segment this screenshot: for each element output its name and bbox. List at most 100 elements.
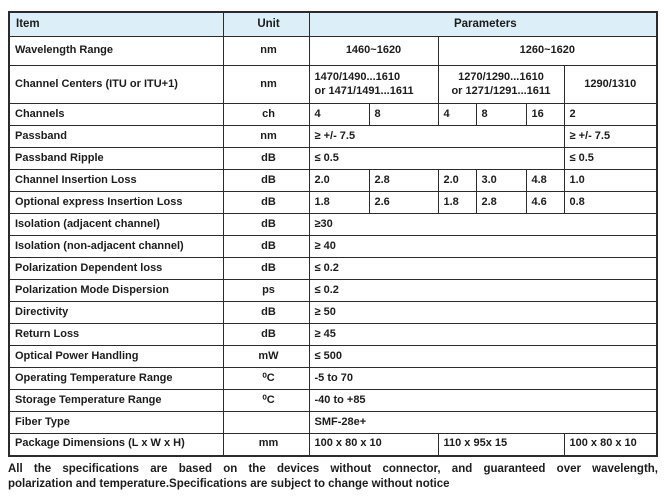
item-cell: Package Dimensions (L x W x H) — [8, 433, 224, 456]
value-cell: 1.0 — [563, 169, 658, 192]
value-cell: SMF-28e+ — [308, 411, 658, 434]
item-cell: Optical Power Handling — [8, 345, 224, 368]
unit-cell: dB — [222, 301, 310, 324]
specifications-table: Item Unit Parameters Wavelength Range nm 1… — [8, 11, 659, 457]
item-cell: Directivity — [8, 301, 224, 324]
value-cell: ≥30 — [308, 213, 658, 236]
table-row: Passband Ripple dB ≤ 0.5 ≤ 0.5 — [8, 147, 658, 170]
table-row: Passband nm ≥ +/- 7.5 ≥ +/- 7.5 — [8, 125, 658, 148]
footnote-line-2: polarization and temperature.Specificati… — [8, 478, 450, 490]
value-cell: 1.8 — [437, 191, 477, 214]
item-cell: Channels — [8, 103, 224, 126]
table-row: Channels ch 4 8 4 8 16 2 — [8, 103, 658, 126]
unit-cell: dB — [222, 235, 310, 258]
item-cell: Fiber Type — [8, 411, 224, 434]
unit-cell: ps — [222, 279, 310, 302]
unit-cell: dB — [222, 323, 310, 346]
column-header-parameters: Parameters — [308, 11, 658, 37]
value-cell: 4 — [308, 103, 370, 126]
unit-cell — [222, 411, 310, 434]
value-cell: 1.8 — [308, 191, 370, 214]
value-cell: -5 to 70 — [308, 367, 658, 390]
unit-cell: nm — [222, 36, 310, 66]
value-cell: ≥ 50 — [308, 301, 658, 324]
table-row: Channel Centers (ITU or ITU+1) nm 1470/149… — [8, 65, 658, 104]
value-cell: 100 x 80 x 10 — [563, 433, 658, 456]
table-row: Package Dimensions (L x W x H) mm 100 x 80… — [8, 433, 658, 456]
unit-cell: mm — [222, 433, 310, 456]
table-row: Directivity dB ≥ 50 — [8, 301, 658, 324]
value-cell: 1290/1310 — [563, 65, 658, 104]
item-cell: Channel Insertion Loss — [8, 169, 224, 192]
value-cell: 1260~1620 — [437, 36, 658, 66]
item-cell: Return Loss — [8, 323, 224, 346]
value-cell: 1470/1490...1610 or 1471/1491...1611 — [308, 65, 439, 104]
item-cell: Isolation (adjacent channel) — [8, 213, 224, 236]
table-row: Polarization Mode Dispersion ps ≤ 0.2 — [8, 279, 658, 302]
value-cell: 2 — [563, 103, 658, 126]
footnote-line-1: All the specifications are based on the … — [8, 463, 658, 475]
unit-cell: dB — [222, 147, 310, 170]
value-cell: 8 — [475, 103, 527, 126]
item-cell: Channel Centers (ITU or ITU+1) — [8, 65, 224, 104]
value-cell: ≥ 40 — [308, 235, 658, 258]
value-cell: ≤ 0.2 — [308, 257, 658, 280]
item-cell: Passband Ripple — [8, 147, 224, 170]
value-cell: 2.0 — [308, 169, 370, 192]
value-cell: ≥ 45 — [308, 323, 658, 346]
unit-cell: dB — [222, 169, 310, 192]
unit-cell: dB — [222, 191, 310, 214]
item-cell: Operating Temperature Range — [8, 367, 224, 390]
value-cell: 16 — [525, 103, 565, 126]
value-cell: 0.8 — [563, 191, 658, 214]
value-cell: 3.0 — [475, 169, 527, 192]
item-cell: Wavelength Range — [8, 36, 224, 66]
table-row: Storage Temperature Range ⁰C -40 to +85 — [8, 389, 658, 412]
table-body: Wavelength Range nm 1460~1620 1260~1620 Chan… — [8, 36, 658, 456]
table-row: Wavelength Range nm 1460~1620 1260~1620 — [8, 36, 658, 66]
item-cell: Polarization Dependent loss — [8, 257, 224, 280]
value-cell: 4 — [437, 103, 477, 126]
column-header-unit: Unit — [222, 11, 310, 37]
value-cell: 2.8 — [368, 169, 439, 192]
footnote: All the specifications are based on the … — [8, 462, 658, 492]
unit-cell: dB — [222, 257, 310, 280]
table-row: Optional express Insertion Loss dB 1.8 2.6 1… — [8, 191, 658, 214]
item-cell: Storage Temperature Range — [8, 389, 224, 412]
value-cell: ≤ 0.5 — [563, 147, 658, 170]
value-cell: 100 x 80 x 10 — [308, 433, 439, 456]
unit-cell: ⁰C — [222, 389, 310, 412]
value-cell: -40 to +85 — [308, 389, 658, 412]
value-cell: 1460~1620 — [308, 36, 439, 66]
table-row: Isolation (adjacent channel) dB ≥30 — [8, 213, 658, 236]
value-cell: 2.0 — [437, 169, 477, 192]
unit-cell: dB — [222, 213, 310, 236]
value-cell: 4.8 — [525, 169, 565, 192]
value-cell: 8 — [368, 103, 439, 126]
item-cell: Isolation (non-adjacent channel) — [8, 235, 224, 258]
value-cell: 2.8 — [475, 191, 527, 214]
value-cell: ≤ 0.5 — [308, 147, 565, 170]
value-cell: ≥ +/- 7.5 — [563, 125, 658, 148]
unit-cell: nm — [222, 125, 310, 148]
table-row: Isolation (non-adjacent channel) dB ≥ 40 — [8, 235, 658, 258]
unit-cell: ch — [222, 103, 310, 126]
table-row: Return Loss dB ≥ 45 — [8, 323, 658, 346]
item-cell: Passband — [8, 125, 224, 148]
value-cell: ≤ 0.2 — [308, 279, 658, 302]
table-header-row: Item Unit Parameters — [8, 11, 658, 37]
value-cell: 1270/1290...1610 or 1271/1291...1611 — [437, 65, 565, 104]
table-row: Polarization Dependent loss dB ≤ 0.2 — [8, 257, 658, 280]
item-cell: Polarization Mode Dispersion — [8, 279, 224, 302]
unit-cell: ⁰C — [222, 367, 310, 390]
table-row: Operating Temperature Range ⁰C -5 to 70 — [8, 367, 658, 390]
item-cell: Optional express Insertion Loss — [8, 191, 224, 214]
value-cell: 110 x 95x 15 — [437, 433, 565, 456]
unit-cell: mW — [222, 345, 310, 368]
table-row: Channel Insertion Loss dB 2.0 2.8 2.0 3.0 4.8 1… — [8, 169, 658, 192]
value-cell: ≥ +/- 7.5 — [308, 125, 565, 148]
column-header-item: Item — [8, 11, 224, 37]
value-cell: 4.6 — [525, 191, 565, 214]
value-cell: ≤ 500 — [308, 345, 658, 368]
